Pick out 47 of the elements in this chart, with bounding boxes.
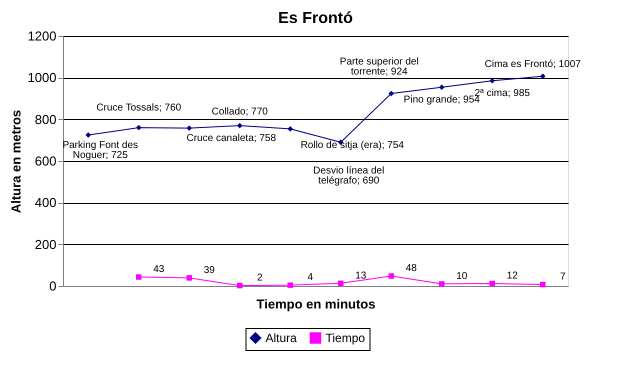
y-tick-label: 1000 bbox=[28, 70, 56, 86]
y-tick-label: 1200 bbox=[28, 28, 56, 44]
point bbox=[136, 124, 142, 130]
point bbox=[237, 282, 242, 288]
data-label: Parte superior del torrente; 924 bbox=[340, 56, 419, 78]
data-label: 2 bbox=[256, 272, 263, 284]
data-label: Cruce Tossals; 760 bbox=[96, 102, 182, 114]
point bbox=[186, 275, 192, 281]
data-label: Cruce canaleta; 758 bbox=[186, 133, 276, 144]
point bbox=[490, 280, 495, 286]
data-label: Pino grande; 954 bbox=[404, 94, 480, 106]
point bbox=[237, 122, 242, 128]
point bbox=[388, 273, 394, 279]
y-tick-label: 600 bbox=[34, 154, 56, 168]
point bbox=[490, 78, 495, 84]
y-tick-label: 0 bbox=[49, 278, 56, 294]
point bbox=[540, 73, 546, 79]
point bbox=[540, 282, 546, 288]
point bbox=[86, 132, 91, 138]
data-label: 10 bbox=[456, 270, 468, 282]
point bbox=[288, 282, 293, 288]
point bbox=[439, 281, 444, 287]
data-label: 12 bbox=[506, 270, 518, 282]
x-axis-title: Tiempo en minutos bbox=[256, 296, 376, 312]
legend-label: Altura bbox=[266, 331, 298, 345]
point bbox=[136, 274, 142, 280]
data-label: Parking Font des Noguer; 725 bbox=[62, 140, 138, 161]
data-label: 48 bbox=[406, 263, 418, 274]
data-label: Desvio línea del telégrafo; 690 bbox=[313, 165, 384, 186]
chart-title: Es Frontó bbox=[278, 10, 354, 27]
point bbox=[338, 280, 344, 286]
data-label: Rollo de sitja (era); 754 bbox=[300, 140, 404, 151]
data-label: 13 bbox=[355, 270, 367, 282]
point bbox=[439, 84, 444, 90]
data-label: Collado; 770 bbox=[212, 106, 268, 118]
legend-label: Tiempo bbox=[326, 331, 366, 345]
data-label: 7 bbox=[560, 272, 566, 283]
data-label: 43 bbox=[153, 264, 165, 276]
data-label: 4 bbox=[307, 272, 314, 284]
y-tick-label: 200 bbox=[34, 236, 56, 252]
point bbox=[186, 125, 192, 131]
data-label: Cima es Frontó; 1007 bbox=[484, 59, 582, 70]
data-label: 39 bbox=[204, 264, 216, 276]
point bbox=[288, 126, 293, 132]
y-tick-label: 400 bbox=[34, 195, 56, 210]
y-tick-label: 800 bbox=[34, 112, 56, 127]
y-axis-title: Altura en metros bbox=[8, 110, 24, 214]
